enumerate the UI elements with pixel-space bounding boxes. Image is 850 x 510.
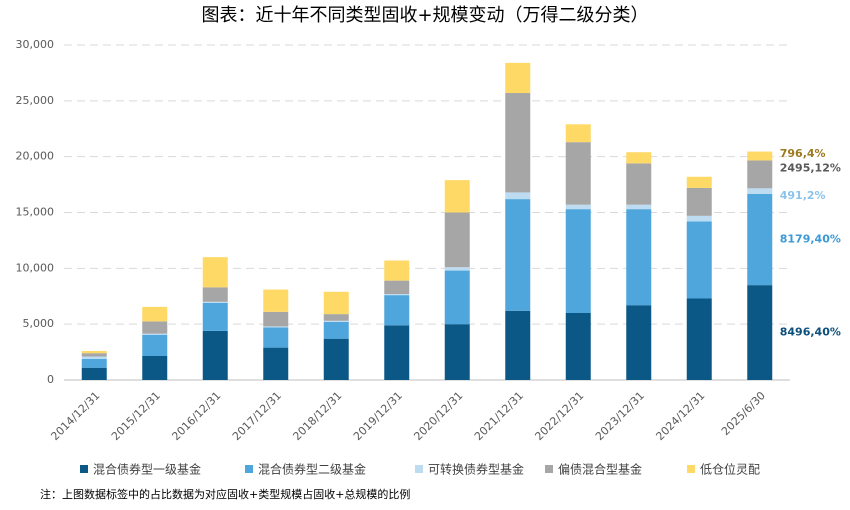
bar-segment: [565, 142, 591, 205]
bar-segment: [444, 267, 470, 271]
bar-segment: [384, 260, 410, 281]
bar-segment: [323, 320, 349, 322]
legend-marker: [415, 465, 423, 473]
bar-segment: [505, 93, 531, 193]
bar-segment: [142, 355, 168, 380]
bar-segment: [263, 347, 289, 380]
bar-segment: [142, 321, 168, 334]
bar-segment: [626, 152, 652, 164]
note: 注：上图数据标签中的占比数据为对应固收+类型规模占固收+总规模的比例: [40, 487, 410, 501]
x-tick-label: 2025/6/30: [719, 389, 768, 438]
x-tick-label: 2016/12/31: [169, 389, 223, 443]
legend-label: 低仓位灵配: [700, 462, 760, 477]
y-tick-label: 10,000: [16, 261, 55, 274]
bar-segment: [747, 193, 773, 286]
bar-segment: [323, 321, 349, 339]
bar-segment: [81, 367, 107, 380]
bar-segment: [565, 209, 591, 313]
bar-segment: [444, 180, 470, 213]
x-tick-label: 2023/12/31: [593, 389, 647, 443]
bar-segment: [202, 301, 228, 303]
bar-segment: [626, 163, 652, 205]
bar-segment: [626, 305, 652, 380]
legend-marker: [80, 465, 88, 473]
x-tick-label: 2014/12/31: [48, 389, 102, 443]
data-label: 2495,12%: [780, 161, 841, 174]
bar-segment: [444, 324, 470, 380]
data-label: 8179,40%: [780, 232, 841, 245]
bar-segment: [505, 199, 531, 311]
bar-segment: [686, 215, 712, 222]
chart-title: 图表：近十年不同类型固收+规模变动（万得二级分类）: [201, 5, 648, 26]
bar-segment: [565, 313, 591, 380]
bar-segment: [444, 270, 470, 325]
bar-segment: [263, 326, 289, 328]
bar-segment: [142, 334, 168, 356]
bar-segment: [81, 353, 107, 357]
x-tick-label: 2020/12/31: [411, 389, 465, 443]
legend-label: 混合债券型一级基金: [93, 462, 201, 477]
bar-segment: [747, 160, 773, 189]
bar-segment: [384, 294, 410, 296]
bar-segment: [142, 333, 168, 335]
legend-marker: [545, 465, 553, 473]
y-tick-label: 5,000: [23, 317, 55, 330]
bar-segment: [384, 325, 410, 380]
bar-segment: [263, 289, 289, 312]
bar-segment: [202, 257, 228, 288]
x-tick-label: 2022/12/31: [532, 389, 586, 443]
bar-segment: [747, 151, 773, 161]
x-tick-label: 2021/12/31: [472, 389, 526, 443]
bar-segment: [323, 338, 349, 380]
legend-label: 可转换债券型基金: [428, 462, 524, 477]
y-tick-label: 25,000: [16, 94, 55, 107]
bar-segment: [444, 212, 470, 268]
data-label: 491,2%: [780, 189, 826, 202]
y-tick-label: 20,000: [16, 150, 55, 163]
bar-segment: [626, 204, 652, 210]
legend-label: 混合债券型二级基金: [258, 462, 366, 477]
legend-marker: [687, 465, 695, 473]
bar-segment: [81, 356, 107, 359]
data-label: 796,4%: [780, 147, 826, 160]
bar-segment: [686, 176, 712, 188]
legend-marker: [245, 465, 253, 473]
x-tick-label: 2018/12/31: [290, 389, 344, 443]
bar-segment: [626, 209, 652, 306]
x-tick-label: 2024/12/31: [653, 389, 707, 443]
bar-segment: [323, 291, 349, 315]
bar-segment: [505, 192, 531, 200]
bar-segment: [747, 188, 773, 194]
bar-segment: [686, 221, 712, 299]
bar-segment: [263, 327, 289, 348]
bar-segment: [81, 358, 107, 368]
bar-segment: [686, 298, 712, 380]
bar-segment: [263, 311, 289, 327]
bar-segment: [565, 124, 591, 143]
bar-segment: [505, 310, 531, 380]
bar-segment: [81, 350, 107, 354]
x-tick-label: 2017/12/31: [230, 389, 284, 443]
y-tick-label: 15,000: [16, 206, 55, 219]
y-tick-label: 0: [47, 373, 54, 386]
legend-label: 偏债混合型基金: [558, 462, 642, 477]
y-tick-label: 30,000: [16, 38, 55, 51]
bar-segment: [505, 62, 531, 94]
bar-segment: [202, 287, 228, 302]
bar-segment: [202, 330, 228, 380]
x-tick-label: 2019/12/31: [351, 389, 405, 443]
bar-segment: [747, 285, 773, 380]
bar-segment: [384, 280, 410, 295]
data-label: 8496,40%: [780, 326, 841, 339]
bar-segment: [565, 204, 591, 210]
bar-segment: [142, 306, 168, 322]
bar-segment: [323, 314, 349, 321]
bar-segment: [384, 295, 410, 326]
bar-segment: [202, 302, 228, 331]
x-tick-label: 2015/12/31: [109, 389, 163, 443]
bar-segment: [686, 187, 712, 216]
